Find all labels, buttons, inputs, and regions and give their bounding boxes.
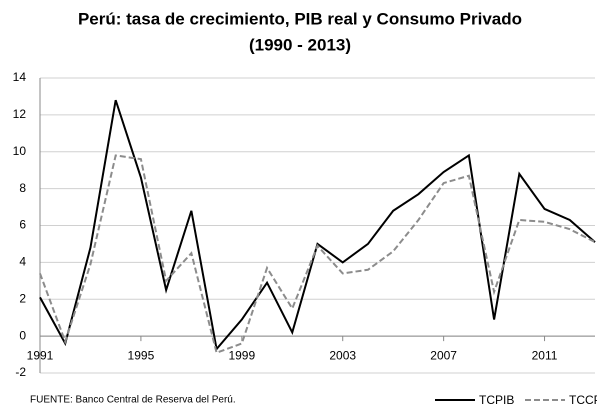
y-tick-label: 12 <box>13 107 27 121</box>
y-tick-label: 4 <box>19 255 26 269</box>
legend-label: TCCP <box>569 393 597 407</box>
x-tick-label: 2011 <box>532 348 558 362</box>
y-tick-label: 14 <box>13 70 27 84</box>
legend-label: TCPIB <box>479 393 514 407</box>
x-tick-label: 1999 <box>228 348 255 362</box>
y-tick-label: 8 <box>19 181 26 195</box>
y-tick-label: 2 <box>19 291 26 305</box>
x-tick-label: 2007 <box>430 348 457 362</box>
chart-title: Perú: tasa de crecimiento, PIB real y Co… <box>78 9 522 28</box>
y-tick-label: 6 <box>19 218 26 232</box>
x-tick-label: 1991 <box>27 348 54 362</box>
y-tick-label: -2 <box>15 365 26 379</box>
x-tick-label: 2003 <box>329 348 356 362</box>
x-tick-label: 1995 <box>128 348 155 362</box>
series-line <box>39 99 596 352</box>
series-line <box>39 154 596 355</box>
source-note: FUENTE: Banco Central de Reserva del Per… <box>30 395 236 406</box>
y-tick-label: 0 <box>19 328 26 342</box>
chart-subtitle: (1990 - 2013) <box>249 35 351 54</box>
y-tick-label: 10 <box>13 144 27 158</box>
